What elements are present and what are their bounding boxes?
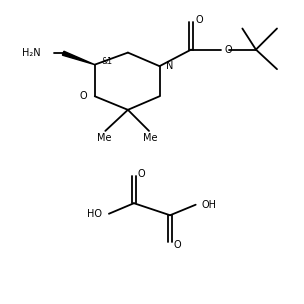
Text: Me: Me xyxy=(97,133,111,143)
Text: O: O xyxy=(225,45,233,55)
Text: Me: Me xyxy=(143,133,158,143)
Text: O: O xyxy=(174,240,181,250)
Text: N: N xyxy=(166,61,174,71)
Text: OH: OH xyxy=(202,200,217,210)
Text: H₂N: H₂N xyxy=(22,48,40,58)
Text: O: O xyxy=(137,169,145,179)
Text: &1: &1 xyxy=(102,57,112,66)
Text: O: O xyxy=(80,91,87,101)
Text: HO: HO xyxy=(87,209,102,219)
Polygon shape xyxy=(62,51,95,65)
Text: O: O xyxy=(196,15,203,25)
